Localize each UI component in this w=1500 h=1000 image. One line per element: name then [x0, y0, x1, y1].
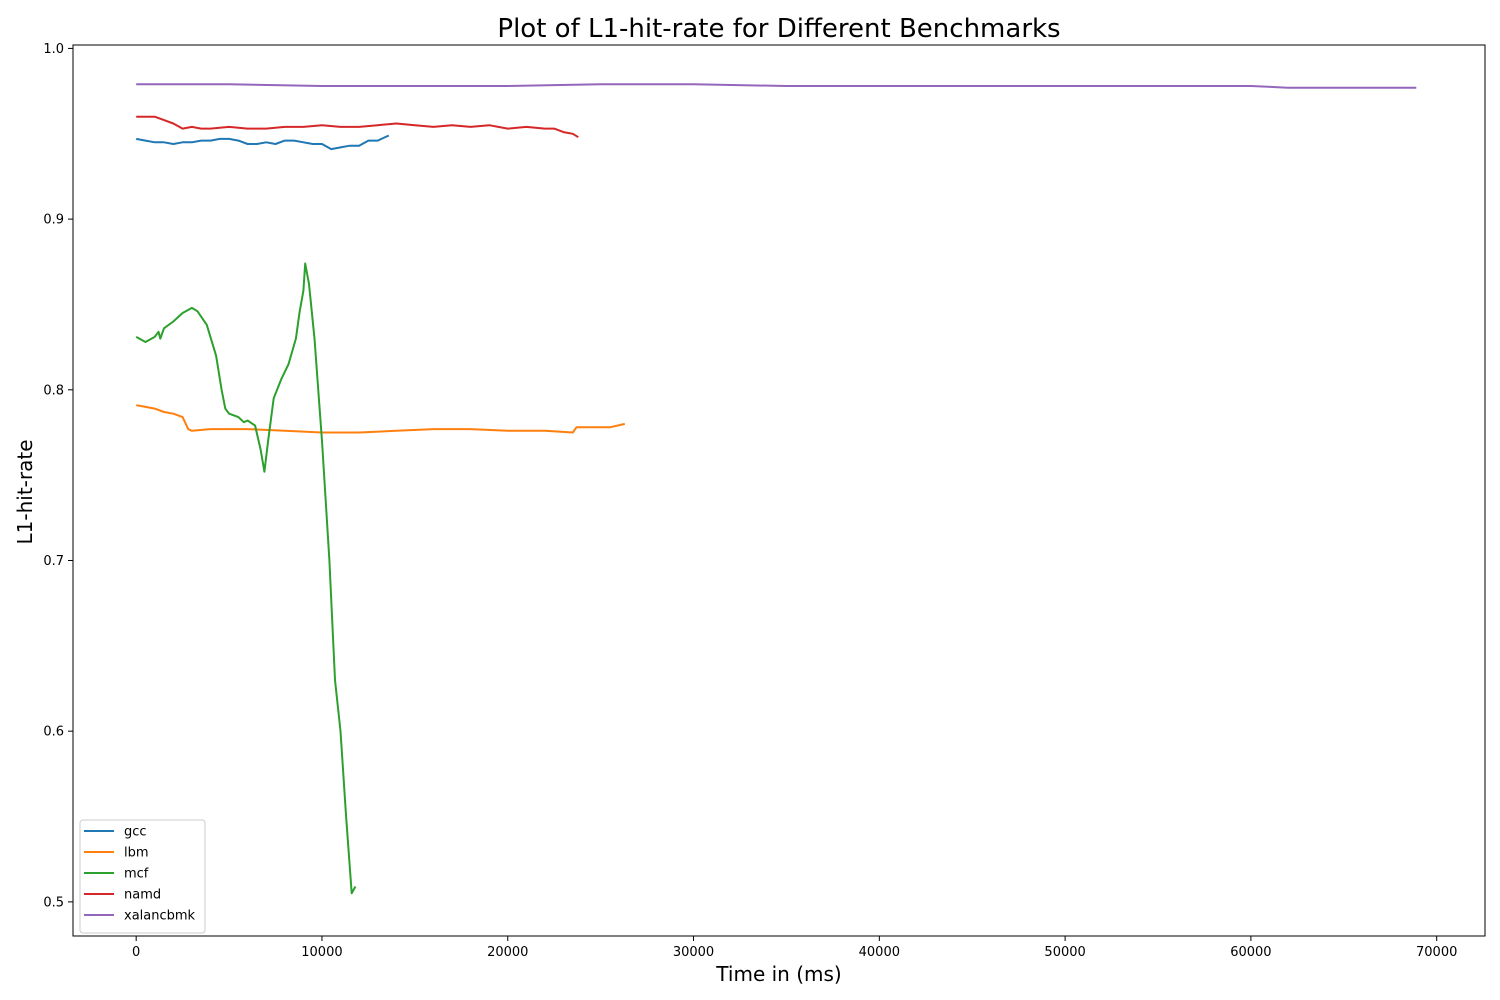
series-line-lbm: [136, 404, 626, 434]
series-line-gcc: [136, 134, 390, 151]
legend-label-mcf: mcf: [124, 867, 149, 882]
plot-frame: [72, 44, 1486, 937]
plot-lines: [135, 83, 1417, 895]
series-line-xalancbmk: [136, 83, 1417, 89]
x-tick-label: 10000: [301, 945, 342, 960]
x-axis-label: Time in (ms): [715, 962, 841, 986]
x-tick-label: 50000: [1044, 945, 1085, 960]
legend-label-xalancbmk: xalancbmk: [124, 909, 196, 924]
y-tick-label: 0.6: [43, 725, 64, 740]
y-axis: 0.5 0.6 0.7 0.8 0.9 1.0: [43, 42, 73, 910]
x-axis: 0 10000 20000 30000 40000 50000 60000 70000: [132, 936, 1457, 960]
series-line-mcf: [135, 262, 357, 895]
legend: gcc lbm mcf namd xalancbmk: [79, 819, 206, 934]
x-tick-label: 20000: [487, 945, 528, 960]
legend-label-gcc: gcc: [124, 825, 147, 840]
x-tick-label: 70000: [1416, 945, 1457, 960]
x-tick-label: 40000: [859, 945, 900, 960]
y-tick-label: 0.9: [43, 213, 64, 228]
x-tick-label: 60000: [1230, 945, 1271, 960]
legend-box: [79, 819, 206, 934]
y-tick-label: 0.5: [43, 895, 64, 910]
x-tick-label: 0: [132, 945, 140, 960]
chart-title: Plot of L1-hit-rate for Different Benchm…: [497, 14, 1060, 44]
x-tick-label: 30000: [673, 945, 714, 960]
y-axis-label: L1-hit-rate: [13, 440, 37, 545]
legend-label-namd: namd: [124, 888, 161, 903]
legend-label-lbm: lbm: [124, 846, 149, 861]
y-tick-label: 0.8: [43, 383, 64, 398]
y-tick-label: 0.7: [43, 554, 64, 569]
series-line-namd: [136, 115, 579, 139]
y-tick-label: 1.0: [43, 42, 64, 57]
